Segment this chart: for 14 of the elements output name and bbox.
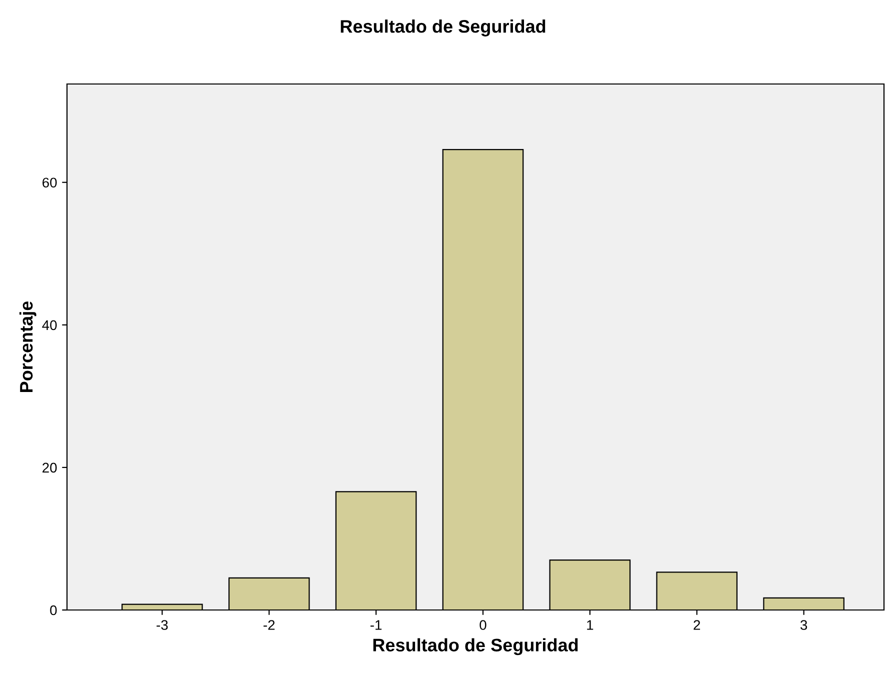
x-tick-label: 0 — [480, 620, 486, 630]
x-tick-label: -3 — [156, 620, 168, 630]
x-axis-title: Resultado de Seguridad — [373, 638, 578, 656]
y-axis-title: Porcentaje — [19, 301, 36, 392]
y-tick-label: 40 — [42, 320, 57, 330]
x-tick-label: 1 — [587, 620, 594, 630]
chart-title: Resultado de Seguridad — [340, 20, 546, 36]
y-tick-label: 60 — [42, 178, 57, 188]
x-tick-label: 3 — [800, 620, 808, 630]
y-tick-label: 0 — [50, 605, 57, 616]
x-tick-label: -2 — [264, 620, 275, 630]
x-tick-label: 2 — [694, 620, 700, 630]
y-tick-label: 20 — [42, 462, 57, 473]
x-tick-label: -1 — [370, 620, 382, 630]
